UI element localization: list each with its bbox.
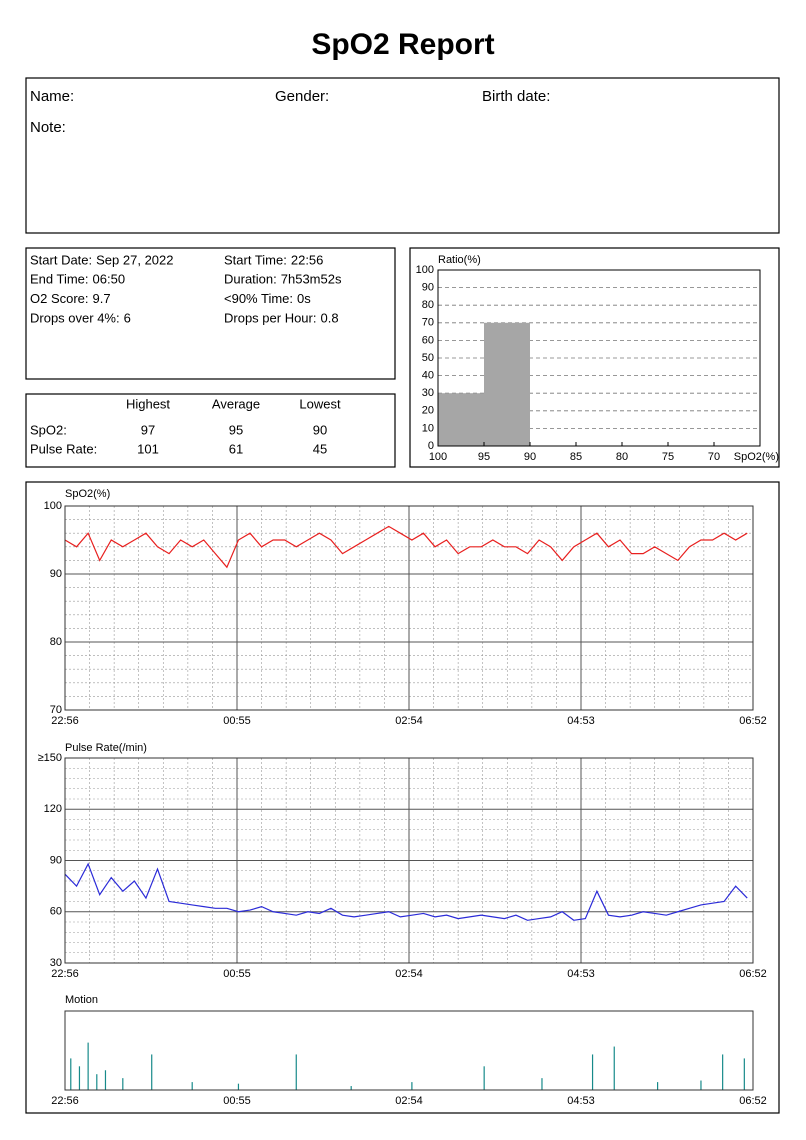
y-tick-label: ≥150 bbox=[38, 752, 62, 764]
plot-frame bbox=[64, 1010, 754, 1091]
y-tick-label: 0 bbox=[428, 440, 434, 452]
summary-label: O2 Score: bbox=[30, 291, 89, 306]
x-tick-label: 02:54 bbox=[395, 1095, 423, 1107]
y-tick-label: 90 bbox=[50, 568, 62, 580]
stats-value: 90 bbox=[313, 422, 327, 437]
summary-label: End Time: bbox=[30, 272, 89, 287]
summary-value: 06:50 bbox=[93, 272, 126, 287]
summary-value: 0s bbox=[297, 291, 311, 306]
y-tick-label: 20 bbox=[422, 405, 434, 417]
summary-label: Drops per Hour: bbox=[224, 310, 316, 325]
summary-value: 9.7 bbox=[93, 291, 111, 306]
name-label: Name: bbox=[30, 88, 74, 105]
x-tick-label: 85 bbox=[570, 451, 582, 463]
summary-value: Sep 27, 2022 bbox=[96, 252, 173, 267]
stats-header: Highest bbox=[126, 396, 170, 411]
y-tick-label: 80 bbox=[422, 299, 434, 311]
x-tick-label: 00:55 bbox=[223, 1095, 251, 1107]
patient-box bbox=[25, 77, 780, 234]
summary-label: Duration: bbox=[224, 272, 277, 287]
x-tick-label: 00:55 bbox=[223, 968, 251, 980]
x-tick-label: 90 bbox=[524, 451, 536, 463]
x-tick-label: 02:54 bbox=[395, 715, 423, 727]
summary-value: 7h53m52s bbox=[281, 272, 342, 287]
stats-value: 95 bbox=[229, 422, 243, 437]
histogram-bar bbox=[438, 393, 484, 446]
trend-line bbox=[64, 525, 748, 569]
summary-value: 6 bbox=[124, 310, 131, 325]
x-tick-label: 02:54 bbox=[395, 968, 423, 980]
x-tick-label: 100 bbox=[429, 451, 447, 463]
summary-value: 0.8 bbox=[320, 310, 338, 325]
y-tick-label: 120 bbox=[44, 803, 62, 815]
chart-title: Motion bbox=[65, 994, 98, 1006]
x-tick-label: 00:55 bbox=[223, 715, 251, 727]
stats-value: 97 bbox=[141, 422, 155, 437]
y-tick-label: 90 bbox=[50, 854, 62, 866]
summary-box bbox=[25, 247, 396, 380]
y-tick-label: 30 bbox=[50, 957, 62, 969]
x-tick-label: 22:56 bbox=[51, 1095, 79, 1107]
stats-value: 61 bbox=[229, 441, 243, 456]
y-tick-label: 100 bbox=[44, 500, 62, 512]
stats-box bbox=[25, 393, 396, 468]
x-tick-label: 06:52 bbox=[739, 1095, 767, 1107]
y-tick-label: 70 bbox=[422, 317, 434, 329]
x-tick-label: 80 bbox=[616, 451, 628, 463]
y-axis-title: Ratio(%) bbox=[438, 254, 481, 266]
summary-label: Start Time: bbox=[224, 252, 287, 267]
stats-row-label: Pulse Rate: bbox=[30, 441, 97, 456]
birth-date-label: Birth date: bbox=[482, 88, 550, 105]
stats-row-label: SpO2: bbox=[30, 422, 67, 437]
chart-title: SpO2(%) bbox=[65, 488, 110, 500]
y-tick-label: 90 bbox=[422, 282, 434, 294]
x-tick-label: 70 bbox=[708, 451, 720, 463]
x-tick-label: 22:56 bbox=[51, 715, 79, 727]
x-tick-label: 06:52 bbox=[739, 715, 767, 727]
y-tick-label: 60 bbox=[50, 906, 62, 918]
summary-label: Drops over 4%: bbox=[30, 310, 120, 325]
x-tick-label: 75 bbox=[662, 451, 674, 463]
note-label: Note: bbox=[30, 119, 66, 136]
stats-header: Lowest bbox=[299, 396, 341, 411]
x-tick-label: 95 bbox=[478, 451, 490, 463]
gender-label: Gender: bbox=[275, 88, 329, 105]
stats-value: 45 bbox=[313, 441, 327, 456]
trend-line bbox=[64, 862, 748, 921]
histogram-bar bbox=[484, 322, 530, 446]
y-tick-label: 100 bbox=[416, 264, 434, 276]
plot-frame bbox=[64, 505, 754, 711]
plot-frame bbox=[437, 269, 761, 447]
summary-label: <90% Time: bbox=[224, 291, 293, 306]
y-tick-label: 30 bbox=[422, 387, 434, 399]
chart-title: Pulse Rate(/min) bbox=[65, 742, 147, 754]
trend-box bbox=[25, 481, 780, 1114]
report-title: SpO2 Report bbox=[311, 28, 494, 61]
plot-frame bbox=[64, 757, 754, 964]
y-tick-label: 70 bbox=[50, 704, 62, 716]
x-tick-label: 06:52 bbox=[739, 968, 767, 980]
histogram-box bbox=[409, 247, 780, 468]
y-tick-label: 40 bbox=[422, 370, 434, 382]
x-tick-label: 22:56 bbox=[51, 968, 79, 980]
y-tick-label: 50 bbox=[422, 352, 434, 364]
x-tick-label: 04:53 bbox=[567, 715, 595, 727]
x-tick-label: 04:53 bbox=[567, 1095, 595, 1107]
x-tick-label: 04:53 bbox=[567, 968, 595, 980]
stats-header: Average bbox=[212, 396, 260, 411]
y-tick-label: 10 bbox=[422, 422, 434, 434]
stats-value: 101 bbox=[137, 441, 159, 456]
y-tick-label: 60 bbox=[422, 334, 434, 346]
summary-label: Start Date: bbox=[30, 252, 92, 267]
x-axis-title: SpO2(%) bbox=[734, 451, 779, 463]
y-tick-label: 80 bbox=[50, 636, 62, 648]
summary-value: 22:56 bbox=[291, 252, 324, 267]
